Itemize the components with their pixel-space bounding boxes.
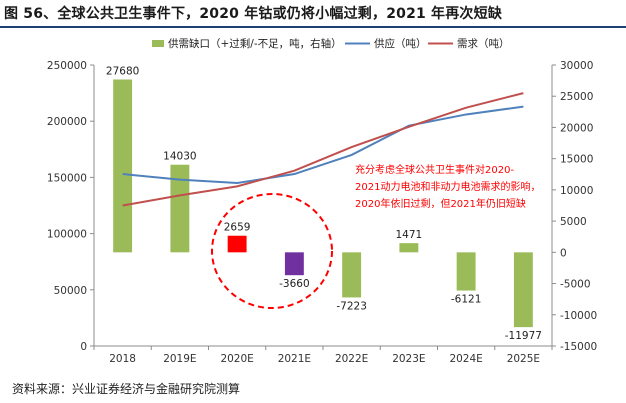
- bar-2022E: [342, 252, 362, 298]
- bar-label: -11977: [505, 330, 542, 342]
- annotation: 充分考虑全球公共卫生事件对2020- 2021动力电池和非动力电池需求的影响， …: [211, 163, 540, 309]
- annotation-line-2: 2021动力电池和非动力电池需求的影响，: [355, 180, 540, 193]
- lines: [122, 92, 524, 207]
- bar-label: -7223: [336, 300, 367, 312]
- axes: 050000100000150000200000250000-15000-100…: [47, 60, 597, 365]
- y-right-tick-label: 20000: [560, 122, 593, 134]
- y-right-tick-label: 25000: [560, 91, 593, 103]
- chart-title: 图 56、全球公共卫生事件下，2020 年钴或仍将小幅过剩，2021 年再次短缺: [4, 6, 503, 22]
- x-tick-label: 2023E: [392, 353, 425, 365]
- bar-2020E: [227, 235, 247, 253]
- bar-label: 1471: [396, 229, 423, 241]
- y-left-tick-label: 0: [80, 341, 87, 353]
- bar-2021E: [284, 252, 304, 276]
- y-right-tick-label: -15000: [560, 341, 597, 353]
- highlight-circle: [211, 193, 333, 309]
- bar-2025E: [513, 252, 533, 328]
- legend-swatch-gap: [152, 40, 164, 47]
- supply-line: [122, 105, 524, 185]
- legend-label-supply: 供应（吨）: [374, 37, 427, 50]
- y-left-tick-label: 250000: [47, 60, 87, 72]
- demand-line: [122, 92, 524, 207]
- x-tick-label: 2019E: [163, 353, 196, 365]
- bar-label: 2659: [224, 222, 251, 234]
- y-right-tick-label: 0: [560, 247, 567, 259]
- x-tick-label: 2021E: [278, 353, 311, 365]
- bars: [113, 79, 533, 328]
- y-right-tick-label: -10000: [560, 310, 597, 322]
- annotation-line-1: 充分考虑全球公共卫生事件对2020-: [355, 163, 514, 176]
- bar-label: -6121: [451, 294, 482, 306]
- title-rule: [0, 26, 626, 28]
- y-right-tick-label: -5000: [560, 279, 591, 291]
- bar-labels: 27680 14030 2659 -3660 -7223 1471 -6121 -11977: [106, 65, 542, 342]
- bar-2018: [113, 79, 133, 253]
- y-left-tick-label: 100000: [47, 229, 87, 241]
- bar-2024E: [456, 252, 476, 291]
- annotation-line-3: 2020年依旧过剩，但2021年仍旧短缺: [355, 197, 526, 210]
- legend-label-demand: 需求（吨）: [457, 37, 510, 50]
- y-right-tick-label: 15000: [560, 154, 593, 166]
- y-left-tick-label: 50000: [54, 285, 87, 297]
- y-left-tick-label: 150000: [47, 172, 87, 184]
- legend: 供需缺口（+过剩/-不足，吨，右轴） 供应（吨） 需求（吨）: [152, 37, 510, 50]
- bar-label: 14030: [163, 151, 196, 163]
- bar-label: -3660: [279, 278, 310, 290]
- y-left-tick-label: 200000: [47, 116, 87, 128]
- x-tick-label: 2020E: [220, 353, 253, 365]
- x-tick-label: 2025E: [507, 353, 540, 365]
- x-tick-label: 2022E: [335, 353, 368, 365]
- y-right-tick-label: 5000: [560, 216, 587, 228]
- legend-label-gap: 供需缺口（+过剩/-不足，吨，右轴）: [168, 37, 342, 50]
- x-tick-label: 2024E: [449, 353, 482, 365]
- y-right-tick-label: 30000: [560, 60, 593, 72]
- chart: 供需缺口（+过剩/-不足，吨，右轴） 供应（吨） 需求（吨） 050000100…: [47, 37, 597, 365]
- source-note: 资料来源：兴业证券经济与金融研究院测算: [12, 382, 241, 396]
- bar-2019E: [170, 164, 190, 253]
- x-tick-label: 2018: [109, 353, 136, 365]
- bar-label: 27680: [106, 65, 139, 77]
- bar-2023E: [399, 243, 419, 253]
- y-right-tick-label: 10000: [560, 185, 593, 197]
